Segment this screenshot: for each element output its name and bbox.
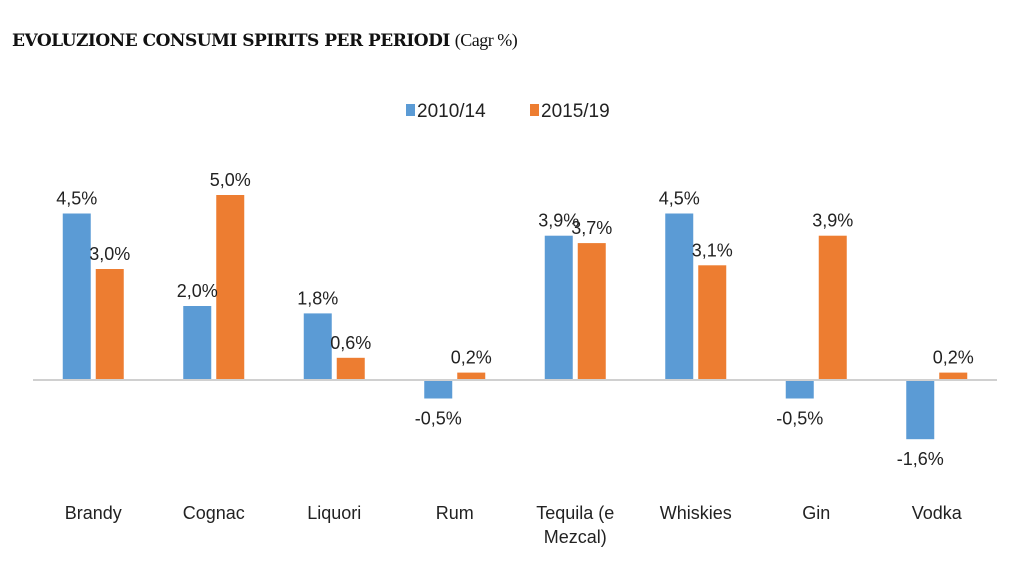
legend-swatch-2010-14 bbox=[406, 104, 415, 116]
bar-vodka-2015-19 bbox=[939, 372, 968, 380]
bar-rum-2010-14 bbox=[424, 380, 453, 399]
data-label: 2,0% bbox=[177, 281, 218, 301]
bar-whiskies-2010-14 bbox=[665, 213, 694, 380]
data-label: 5,0% bbox=[210, 170, 251, 190]
bar-rum-2015-19 bbox=[457, 372, 486, 380]
chart-subtitle: (Cagr %) bbox=[454, 30, 518, 50]
data-label: 4,5% bbox=[659, 189, 700, 209]
category-label: Liquori bbox=[307, 503, 361, 523]
data-label: 0,6% bbox=[330, 333, 371, 353]
bar-tequila-2010-14 bbox=[544, 235, 573, 380]
legend-swatch-2015-19 bbox=[530, 104, 539, 116]
legend-label: 2010/14 bbox=[417, 101, 486, 122]
category-labels: Brandy Cognac Liquori Rum Tequila (e Mezcal) W… bbox=[65, 503, 963, 547]
category-label: Brandy bbox=[65, 503, 122, 523]
chart-title-main: EVOLUZIONE CONSUMI SPIRITS PER PERIODI bbox=[12, 31, 450, 51]
bar-cognac-2010-14 bbox=[183, 306, 212, 380]
bar-liquori-2010-14 bbox=[303, 313, 332, 380]
bar-cognac-2015-19 bbox=[216, 195, 245, 380]
data-label: 0,2% bbox=[451, 348, 492, 368]
bar-gin-2015-19 bbox=[818, 235, 847, 380]
category-label: Cognac bbox=[183, 503, 245, 523]
data-label: 3,7% bbox=[571, 218, 612, 238]
data-label: 3,9% bbox=[812, 211, 853, 231]
bar-brandy-2015-19 bbox=[95, 269, 124, 380]
data-label: -0,5% bbox=[776, 409, 823, 429]
chart-title: EVOLUZIONE CONSUMI SPIRITS PER PERIODI (… bbox=[12, 30, 518, 51]
category-label: Gin bbox=[802, 503, 830, 523]
category-label: Rum bbox=[436, 503, 474, 523]
bar-liquori-2015-19 bbox=[336, 357, 365, 380]
data-label: 1,8% bbox=[297, 288, 338, 308]
bars bbox=[62, 195, 968, 440]
data-label: -0,5% bbox=[415, 409, 462, 429]
data-label: 3,9% bbox=[538, 211, 579, 231]
category-label: Vodka bbox=[912, 503, 963, 523]
bar-vodka-2010-14 bbox=[906, 380, 935, 440]
bar-tequila-2015-19 bbox=[577, 243, 606, 380]
legend: 2010/14 2015/19 bbox=[406, 101, 610, 122]
bar-whiskies-2015-19 bbox=[698, 265, 727, 380]
data-label: 0,2% bbox=[933, 348, 974, 368]
category-label: Tequila (e Mezcal) bbox=[536, 503, 614, 547]
data-label: -1,6% bbox=[897, 449, 944, 469]
category-label: Whiskies bbox=[660, 503, 732, 523]
bar-brandy-2010-14 bbox=[62, 213, 91, 380]
data-label: 3,0% bbox=[89, 244, 130, 264]
bar-gin-2010-14 bbox=[785, 380, 814, 399]
data-label: 4,5% bbox=[56, 189, 97, 209]
data-label: 3,1% bbox=[692, 240, 733, 260]
data-labels: 4,5%3,0%2,0%5,0%1,8%0,6%-0,5%0,2%3,9%3,7… bbox=[56, 170, 974, 469]
legend-label: 2015/19 bbox=[541, 101, 610, 122]
